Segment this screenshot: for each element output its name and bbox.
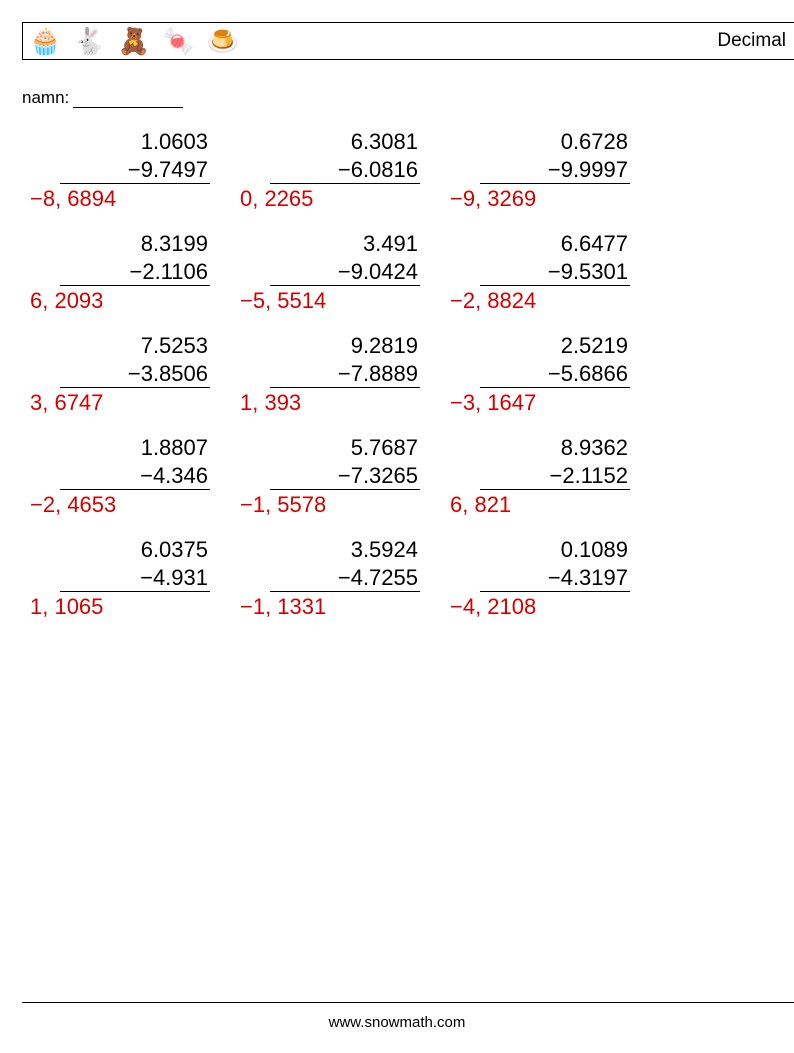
candycane-icon: 🍬: [162, 28, 194, 54]
subtrahend: −4.346: [60, 462, 210, 491]
answer: 6, 2093: [30, 288, 103, 314]
minuend: 7.5253: [141, 332, 210, 360]
cupcake-icon: 🧁: [29, 28, 61, 54]
pudding-icon: 🍮: [207, 28, 239, 54]
problem-numbers: 6.6477−9.5301: [480, 230, 630, 286]
minuend: 5.7687: [351, 434, 420, 462]
problem-numbers: 2.5219−5.6866: [480, 332, 630, 388]
subtrahend: −7.3265: [270, 462, 420, 491]
problem-cell: 6.0375−4.9311, 1065: [30, 536, 230, 592]
problem-numbers: 1.0603−9.7497: [60, 128, 210, 184]
problem-cell: 8.9362−2.11526, 821: [450, 434, 650, 490]
name-blank-line[interactable]: [73, 91, 183, 108]
problem-cell: 0.6728−9.9997−9, 3269: [450, 128, 650, 184]
subtrahend: −4.931: [60, 564, 210, 593]
problem-numbers: 0.6728−9.9997: [480, 128, 630, 184]
problem-numbers: 6.3081−6.0816: [270, 128, 420, 184]
subtrahend: −3.8506: [60, 360, 210, 389]
subtrahend: −2.1106: [60, 258, 210, 287]
problems-grid: 1.0603−9.7497−8, 68946.3081−6.08160, 226…: [30, 128, 794, 592]
subtrahend: −2.1152: [480, 462, 630, 491]
minuend: 6.6477: [561, 230, 630, 258]
problem-cell: 2.5219−5.6866−3, 1647: [450, 332, 650, 388]
minuend: 6.3081: [351, 128, 420, 156]
header-bar: 🧁 🐇 🧸 🍬 🍮 Decimal: [22, 22, 794, 60]
subtrahend: −9.0424: [270, 258, 420, 287]
minuend: 8.9362: [561, 434, 630, 462]
problem-numbers: 8.3199−2.1106: [60, 230, 210, 286]
page-title: Decimal: [717, 30, 786, 52]
subtrahend: −4.7255: [270, 564, 420, 593]
subtrahend: −9.5301: [480, 258, 630, 287]
subtrahend: −5.6866: [480, 360, 630, 389]
problem-numbers: 3.5924−4.7255: [270, 536, 420, 592]
problem-cell: 1, 55: [660, 536, 794, 592]
problem-cell: 6.3081−6.08160, 2265: [240, 128, 440, 184]
problem-numbers: 1.8807−4.346: [60, 434, 210, 490]
answer: 1, 393: [240, 390, 301, 416]
answer: −3, 1647: [450, 390, 536, 416]
problem-cell: 1.0603−9.7497−8, 6894: [30, 128, 230, 184]
answer: −2, 4653: [30, 492, 116, 518]
problem-numbers: 3.491−9.0424: [270, 230, 420, 286]
footer-url: www.snowmath.com: [0, 1014, 794, 1031]
problem-cell: 0.1089−4.3197−4, 2108: [450, 536, 650, 592]
problem-cell: 3.5924−4.7255−1, 1331: [240, 536, 440, 592]
minuend: 1.8807: [141, 434, 210, 462]
name-label: namn:: [22, 88, 69, 108]
minuend: 0.1089: [561, 536, 630, 564]
answer: −9, 3269: [450, 186, 536, 212]
subtrahend: −9.7497: [60, 156, 210, 185]
answer: −4, 2108: [450, 594, 536, 620]
minuend: 1.0603: [141, 128, 210, 156]
problem-cell: 1.8807−4.346−2, 4653: [30, 434, 230, 490]
problem-cell: 8.3199−2.11066, 2093: [30, 230, 230, 286]
subtrahend: −9.9997: [480, 156, 630, 185]
problem-numbers: 5.7687−7.3265: [270, 434, 420, 490]
answer: −8, 6894: [30, 186, 116, 212]
problem-cell: −6, 17: [660, 128, 794, 184]
header-icon-row: 🧁 🐇 🧸 🍬 🍮: [29, 28, 239, 54]
problem-cell: −3, 95: [660, 332, 794, 388]
problem-numbers: 9.2819−7.8889: [270, 332, 420, 388]
subtrahend: −7.8889: [270, 360, 420, 389]
footer-divider: [22, 1002, 794, 1003]
rabbit-icon: 🐇: [73, 28, 105, 54]
minuend: 2.5219: [561, 332, 630, 360]
problem-cell: 2, 894: [660, 230, 794, 286]
problem-cell: 9.2819−7.88891, 393: [240, 332, 440, 388]
minuend: 3.5924: [351, 536, 420, 564]
minuend: 3.491: [363, 230, 420, 258]
problem-numbers: 8.9362−2.1152: [480, 434, 630, 490]
answer: 6, 821: [450, 492, 511, 518]
answer: 0, 2265: [240, 186, 313, 212]
name-field: namn:: [22, 88, 183, 108]
answer: −5, 5514: [240, 288, 326, 314]
minuend: 0.6728: [561, 128, 630, 156]
subtrahend: −4.3197: [480, 564, 630, 593]
answer: −2, 8824: [450, 288, 536, 314]
answer: −1, 5578: [240, 492, 326, 518]
answer: 1, 1065: [30, 594, 103, 620]
minuend: 8.3199: [141, 230, 210, 258]
problem-numbers: 6.0375−4.931: [60, 536, 210, 592]
minuend: 6.0375: [141, 536, 210, 564]
subtrahend: −6.0816: [270, 156, 420, 185]
problem-numbers: 0.1089−4.3197: [480, 536, 630, 592]
bear-icon: 🧸: [118, 28, 150, 54]
problem-cell: 1, 816: [660, 434, 794, 490]
problem-cell: 7.5253−3.85063, 6747: [30, 332, 230, 388]
problem-cell: 5.7687−7.3265−1, 5578: [240, 434, 440, 490]
problem-cell: 6.6477−9.5301−2, 8824: [450, 230, 650, 286]
answer: 3, 6747: [30, 390, 103, 416]
problem-cell: 3.491−9.0424−5, 5514: [240, 230, 440, 286]
problem-numbers: 7.5253−3.8506: [60, 332, 210, 388]
answer: −1, 1331: [240, 594, 326, 620]
minuend: 9.2819: [351, 332, 420, 360]
